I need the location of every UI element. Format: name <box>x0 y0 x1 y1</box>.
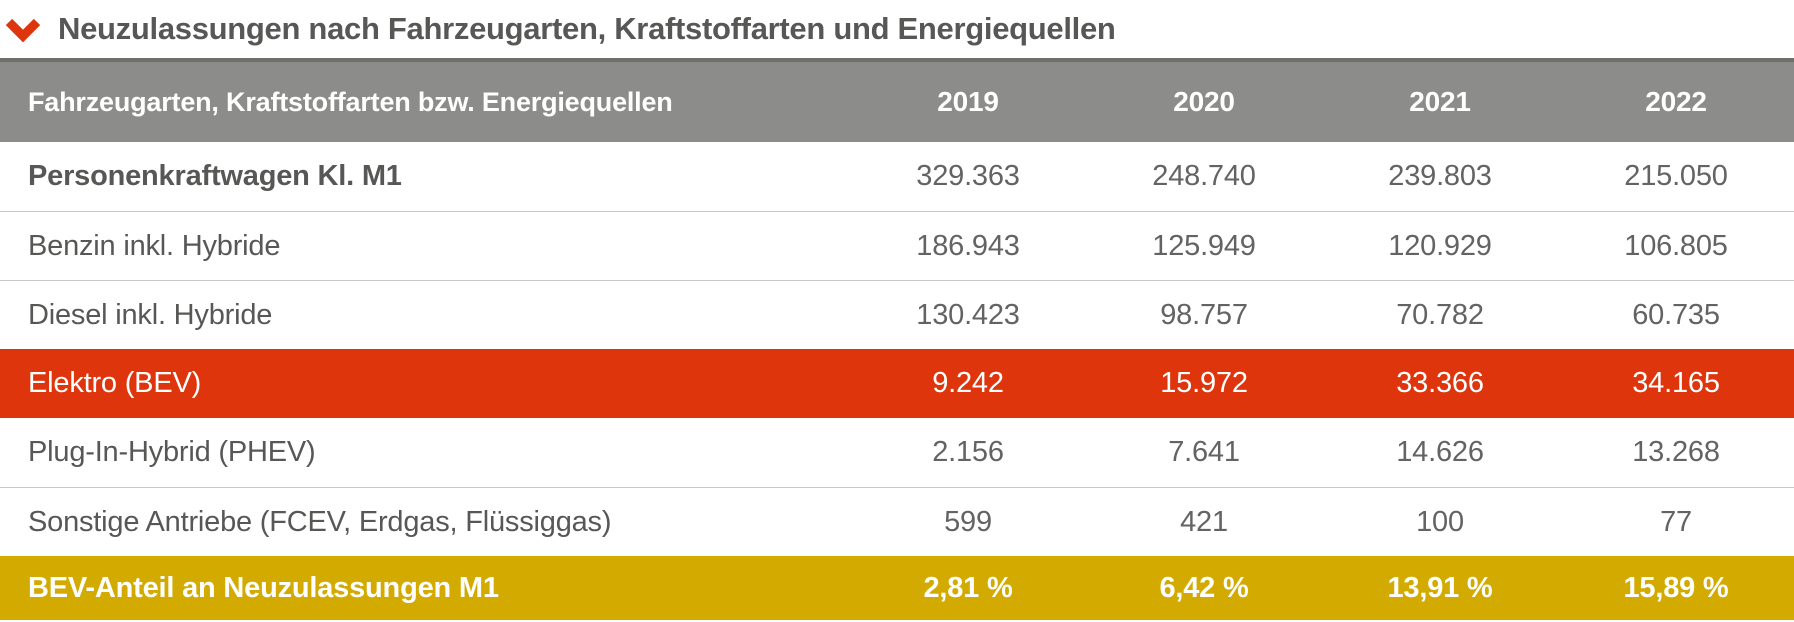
table-row-summary-bev-share: BEV-Anteil an Neuzulassungen M1 2,81 % 6… <box>0 556 1794 620</box>
value-cell: 13.268 <box>1632 436 1720 468</box>
value-cell: 15,89 % <box>1623 571 1729 604</box>
row-label: Elektro (BEV) <box>28 367 202 399</box>
value-cell: 7.641 <box>1168 436 1240 468</box>
value-cell: 215.050 <box>1624 160 1728 192</box>
value-cell: 125.949 <box>1152 229 1256 262</box>
value-cell: 77 <box>1660 505 1692 538</box>
table-row: Diesel inkl. Hybride 130.423 98.757 70.7… <box>0 280 1794 349</box>
table-row: Benzin inkl. Hybride 186.943 125.949 120… <box>0 211 1794 280</box>
value-cell: 2.156 <box>932 436 1004 468</box>
chevron-down-icon[interactable] <box>4 13 44 45</box>
value-cell: 100 <box>1416 505 1464 538</box>
value-cell: 70.782 <box>1396 298 1484 331</box>
column-header-year: 2022 <box>1645 86 1707 117</box>
table-row-highlight-bev: Elektro (BEV) 9.242 15.972 33.366 34.165 <box>0 349 1794 418</box>
value-cell: 329.363 <box>916 160 1020 192</box>
value-cell: 599 <box>944 505 992 538</box>
value-cell: 14.626 <box>1396 436 1484 468</box>
column-header-year: 2020 <box>1173 86 1235 117</box>
value-cell: 120.929 <box>1388 229 1492 262</box>
value-cell: 130.423 <box>916 298 1020 331</box>
value-cell: 421 <box>1180 505 1228 538</box>
row-label: Sonstige Antriebe (FCEV, Erdgas, Flüssig… <box>28 505 612 538</box>
table-row: Sonstige Antriebe (FCEV, Erdgas, Flüssig… <box>0 487 1794 556</box>
value-cell: 248.740 <box>1152 160 1256 192</box>
value-cell: 2,81 % <box>923 571 1013 604</box>
row-label: Benzin inkl. Hybride <box>28 229 281 262</box>
value-cell: 6,42 % <box>1159 571 1249 604</box>
value-cell: 60.735 <box>1632 298 1720 331</box>
row-label: BEV-Anteil an Neuzulassungen M1 <box>28 571 499 604</box>
column-header-year: 2019 <box>937 86 999 117</box>
value-cell: 98.757 <box>1160 298 1248 331</box>
value-cell: 13,91 % <box>1387 571 1493 604</box>
value-cell: 9.242 <box>932 367 1004 399</box>
value-cell: 239.803 <box>1388 160 1492 192</box>
table-row: Personenkraftwagen Kl. M1 329.363 248.74… <box>0 142 1794 211</box>
row-label: Plug-In-Hybrid (PHEV) <box>28 436 316 468</box>
value-cell: 34.165 <box>1632 367 1720 399</box>
table-row: Plug-In-Hybrid (PHEV) 2.156 7.641 14.626… <box>0 418 1794 487</box>
section-accordion-header[interactable]: Neuzulassungen nach Fahrzeugarten, Kraft… <box>0 0 1794 58</box>
header-label: Fahrzeugarten, Kraftstoffarten bzw. Ener… <box>28 86 673 117</box>
section-title: Neuzulassungen nach Fahrzeugarten, Kraft… <box>58 11 1116 46</box>
value-cell: 33.366 <box>1396 367 1484 399</box>
row-label: Personenkraftwagen Kl. M1 <box>28 160 402 192</box>
value-cell: 15.972 <box>1160 367 1248 399</box>
table-header-row: Fahrzeugarten, Kraftstoffarten bzw. Ener… <box>0 58 1794 142</box>
row-label: Diesel inkl. Hybride <box>28 298 273 331</box>
column-header-year: 2021 <box>1409 86 1471 117</box>
value-cell: 186.943 <box>916 229 1020 262</box>
value-cell: 106.805 <box>1624 229 1728 262</box>
registrations-table: Fahrzeugarten, Kraftstoffarten bzw. Ener… <box>0 58 1794 620</box>
